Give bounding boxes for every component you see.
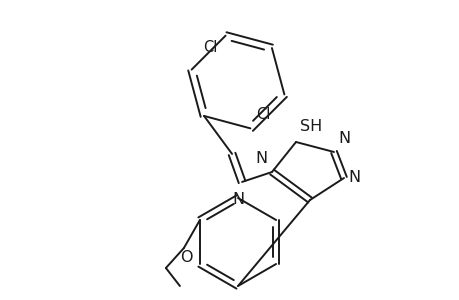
Text: N: N — [255, 151, 268, 166]
Text: N: N — [337, 131, 349, 146]
Text: Cl: Cl — [256, 107, 270, 122]
Text: N: N — [347, 170, 359, 185]
Text: Cl: Cl — [203, 40, 217, 55]
Text: N: N — [231, 192, 244, 207]
Text: O: O — [179, 250, 192, 265]
Text: SH: SH — [299, 119, 322, 134]
